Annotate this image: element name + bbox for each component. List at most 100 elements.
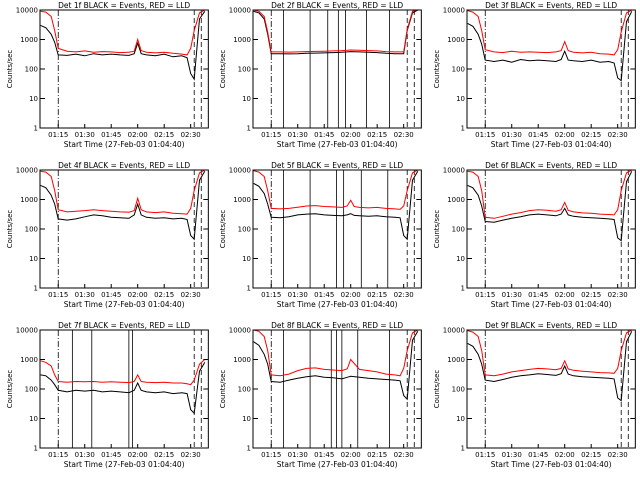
events-series-line [467, 11, 632, 82]
lld-series-line [253, 9, 419, 53]
x-tick-label: 01:15 [475, 451, 495, 459]
events-series-line [40, 171, 206, 241]
x-tick-label: 02:30 [394, 131, 414, 139]
x-axis-label: Start Time (27-Feb-03 01:04:40) [277, 460, 398, 469]
chart-panel: 1 10 100 1000 10000 01:15 01:30 01:45 02:00 02:15… [433, 161, 636, 309]
x-tick-label: 02:30 [394, 291, 414, 299]
x-tick-label: 01:45 [528, 291, 548, 299]
x-tick-label: 01:15 [262, 451, 282, 459]
x-tick-label: 02:15 [367, 291, 387, 299]
y-tick-label: 1000 [234, 196, 252, 204]
y-axis-label: Counts/sec [6, 50, 14, 89]
y-tick-label: 100 [25, 386, 38, 394]
x-tick-label: 01:30 [501, 291, 521, 299]
y-tick-label: 10 [29, 95, 38, 103]
chart-title: Det 8f BLACK = Events, RED = LLD [271, 321, 403, 330]
y-tick-label: 10 [456, 255, 465, 263]
events-series-line [40, 11, 206, 81]
y-axis-label: Counts/sec [219, 210, 227, 249]
events-series-line [467, 331, 632, 402]
y-axis-label: Counts/sec [6, 210, 14, 249]
x-tick-label: 02:15 [367, 451, 387, 459]
lld-series-line [467, 169, 632, 219]
y-tick-label: 100 [451, 66, 464, 74]
events-series-line [467, 171, 632, 242]
y-tick-label: 1 [460, 124, 464, 132]
y-tick-label: 100 [238, 226, 251, 234]
y-tick-label: 10 [242, 255, 251, 263]
x-tick-label: 02:00 [554, 131, 574, 139]
y-tick-label: 10000 [16, 327, 38, 335]
x-axis-label: Start Time (27-Feb-03 01:04:40) [64, 300, 185, 309]
chart-panel: 1 10 100 1000 10000 01:15 01:30 01:45 02:00 02:15… [219, 1, 423, 149]
y-tick-label: 100 [25, 226, 38, 234]
x-tick-label: 02:15 [154, 451, 174, 459]
x-tick-label: 02:00 [341, 451, 361, 459]
x-tick-label: 01:15 [262, 131, 282, 139]
y-tick-label: 1000 [447, 356, 465, 364]
x-tick-label: 02:00 [128, 451, 148, 459]
x-tick-label: 02:30 [607, 451, 627, 459]
chart-panel: 1 10 100 1000 10000 01:15 01:30 01:45 02:00 02:15… [433, 1, 636, 149]
x-tick-label: 02:15 [154, 291, 174, 299]
plot-frame [252, 9, 423, 129]
x-tick-label: 01:30 [288, 451, 308, 459]
x-tick-label: 02:30 [607, 131, 627, 139]
chart-title: Det 9f BLACK = Events, RED = LLD [485, 321, 617, 330]
x-tick-label: 01:30 [288, 291, 308, 299]
x-tick-label: 01:30 [75, 451, 95, 459]
y-tick-label: 10000 [16, 7, 38, 15]
y-tick-label: 1 [34, 444, 38, 452]
chart-title: Det 6f BLACK = Events, RED = LLD [485, 161, 617, 170]
x-tick-label: 01:45 [528, 451, 548, 459]
chart-panel: 1 10 100 1000 10000 01:15 01:30 01:45 02:00 02:15… [6, 321, 209, 469]
x-axis-label: Start Time (27-Feb-03 01:04:40) [490, 460, 611, 469]
y-tick-label: 10000 [229, 167, 251, 175]
lld-series-line [40, 359, 206, 386]
chart-title: Det 4f BLACK = Events, RED = LLD [58, 161, 190, 170]
x-tick-label: 02:30 [181, 291, 201, 299]
y-tick-label: 1000 [20, 196, 38, 204]
x-tick-label: 02:30 [181, 451, 201, 459]
y-tick-label: 10000 [442, 327, 464, 335]
y-tick-label: 10 [29, 255, 38, 263]
events-series-line [253, 171, 419, 241]
x-tick-label: 01:30 [75, 131, 95, 139]
x-tick-label: 02:00 [128, 291, 148, 299]
y-tick-label: 10000 [16, 167, 38, 175]
y-axis-label: Counts/sec [219, 50, 227, 89]
y-tick-label: 1000 [20, 356, 38, 364]
y-axis-label: Counts/sec [6, 370, 14, 409]
y-tick-label: 100 [451, 386, 464, 394]
x-axis-label: Start Time (27-Feb-03 01:04:40) [277, 300, 398, 309]
events-series-line [253, 331, 419, 401]
x-tick-label: 01:15 [48, 131, 68, 139]
y-tick-label: 10000 [229, 327, 251, 335]
x-tick-label: 01:45 [314, 451, 334, 459]
y-axis-label: Counts/sec [433, 50, 441, 89]
y-tick-label: 10 [456, 95, 465, 103]
x-tick-label: 02:30 [607, 291, 627, 299]
x-tick-label: 01:30 [501, 131, 521, 139]
x-axis-label: Start Time (27-Feb-03 01:04:40) [64, 140, 185, 149]
chart-title: Det 1f BLACK = Events, RED = LLD [58, 1, 190, 10]
x-axis-label: Start Time (27-Feb-03 01:04:40) [490, 300, 611, 309]
x-tick-label: 01:15 [475, 291, 495, 299]
y-tick-label: 1 [247, 284, 251, 292]
x-tick-label: 02:00 [128, 131, 148, 139]
chart-panel: 1 10 100 1000 10000 01:15 01:30 01:45 02:00 02:15… [6, 1, 209, 149]
y-tick-label: 1000 [234, 356, 252, 364]
x-tick-label: 01:45 [101, 291, 121, 299]
x-tick-label: 01:30 [75, 291, 95, 299]
lld-series-line [467, 329, 632, 377]
x-tick-label: 01:15 [48, 291, 68, 299]
events-series-line [40, 362, 206, 415]
x-tick-label: 01:45 [314, 131, 334, 139]
y-tick-label: 10 [242, 415, 251, 423]
x-tick-label: 01:30 [501, 451, 521, 459]
y-tick-label: 100 [238, 66, 251, 74]
y-tick-label: 10000 [442, 167, 464, 175]
x-tick-label: 02:00 [554, 291, 574, 299]
x-tick-label: 01:45 [528, 131, 548, 139]
